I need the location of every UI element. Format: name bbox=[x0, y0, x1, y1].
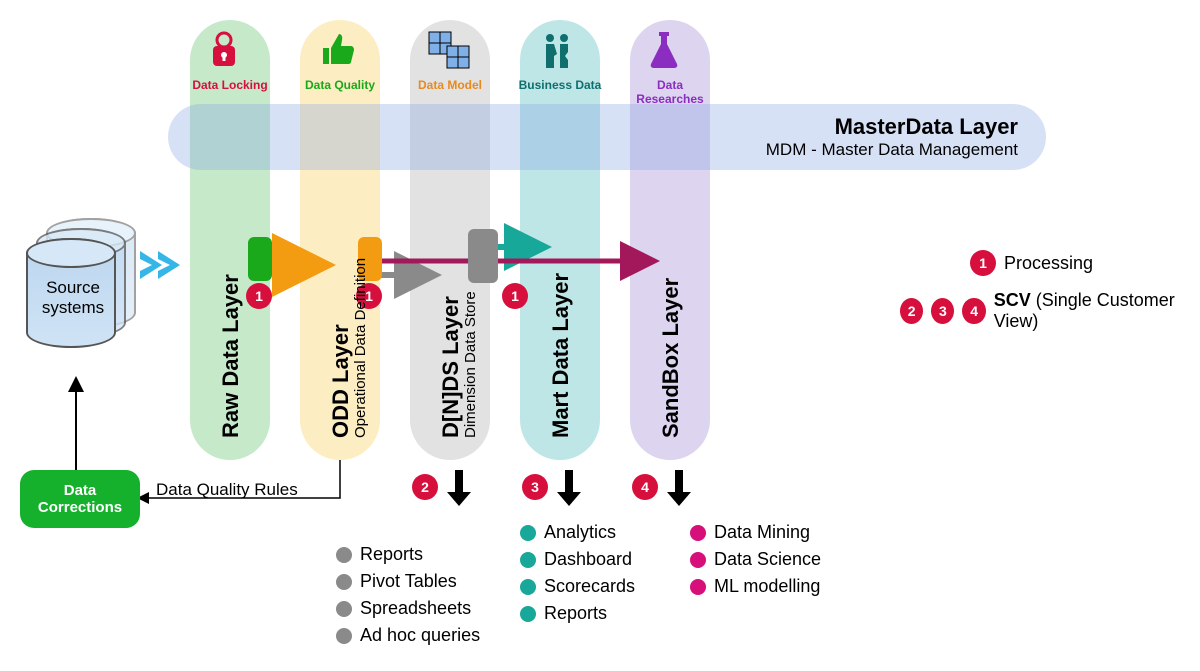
output-item: ML modelling bbox=[690, 576, 821, 597]
outputs-sand: Data Mining Data Science ML modelling bbox=[690, 522, 821, 603]
col-title-odd: ODD Layer bbox=[328, 324, 354, 438]
bullet-icon bbox=[690, 552, 706, 568]
icon-label-raw: Data Locking bbox=[185, 78, 275, 92]
down-arrow-dds bbox=[444, 468, 474, 508]
legend-badge: 4 bbox=[962, 298, 985, 324]
legend-row: 1 Processing bbox=[970, 250, 1200, 276]
output-item-label: Pivot Tables bbox=[360, 571, 457, 592]
people-icon bbox=[537, 30, 577, 75]
output-item-label: Data Mining bbox=[714, 522, 810, 543]
thumb-icon bbox=[317, 30, 357, 75]
master-subtitle: MDM - Master Data Management bbox=[766, 140, 1018, 160]
icon-label-dds: Data Model bbox=[405, 78, 495, 92]
dq-rules-label: Data Quality Rules bbox=[156, 480, 298, 500]
icon-label-odd: Data Quality bbox=[295, 78, 385, 92]
down-arrow-sand bbox=[664, 468, 694, 508]
legend-label: SCV (Single Customer View) bbox=[994, 290, 1200, 332]
badge-inline-1: 1 bbox=[246, 283, 272, 309]
output-item-label: Reports bbox=[360, 544, 423, 565]
bullet-icon bbox=[520, 606, 536, 622]
bullet-icon bbox=[690, 525, 706, 541]
col-title-raw: Raw Data Layer bbox=[218, 274, 244, 438]
output-item: Data Mining bbox=[690, 522, 821, 543]
flow-box-dds bbox=[468, 229, 498, 283]
col-title-mart: Mart Data Layer bbox=[548, 273, 574, 438]
output-item-label: Spreadsheets bbox=[360, 598, 471, 619]
data-corrections-box: Data Corrections bbox=[20, 470, 140, 528]
output-item: Spreadsheets bbox=[336, 598, 480, 619]
output-item: Data Science bbox=[690, 549, 821, 570]
legend: 1 Processing 234 SCV (Single Customer Vie… bbox=[900, 250, 1200, 346]
grid-icon bbox=[427, 30, 473, 75]
col-title-sand: SandBox Layer bbox=[658, 278, 684, 438]
diagram-stage: Source systems MasterData Layer MDM - Ma… bbox=[0, 0, 1200, 671]
bullet-icon bbox=[336, 547, 352, 563]
output-item-label: Reports bbox=[544, 603, 607, 624]
master-data-layer: MasterData Layer MDM - Master Data Manag… bbox=[168, 104, 1046, 170]
source-label: Source systems bbox=[30, 278, 116, 319]
badge-below-dds: 2 bbox=[412, 474, 438, 500]
icon-label-mart: Business Data bbox=[515, 78, 605, 92]
legend-badge: 2 bbox=[900, 298, 923, 324]
flow-box-raw bbox=[248, 237, 272, 281]
bullet-icon bbox=[336, 601, 352, 617]
outputs-mart: Analytics Dashboard Scorecards Reports bbox=[520, 522, 635, 630]
output-item: Reports bbox=[336, 544, 480, 565]
output-item: Scorecards bbox=[520, 576, 635, 597]
badge-inline-3: 1 bbox=[502, 283, 528, 309]
badge-below-mart: 3 bbox=[522, 474, 548, 500]
down-arrow-mart bbox=[554, 468, 584, 508]
bullet-icon bbox=[336, 574, 352, 590]
legend-badge: 1 bbox=[970, 250, 996, 276]
legend-badge: 3 bbox=[931, 298, 954, 324]
legend-label: Processing bbox=[1004, 253, 1093, 274]
output-item: Reports bbox=[520, 603, 635, 624]
output-item-label: Ad hoc queries bbox=[360, 625, 480, 646]
col-title-dds: D[N]DS Layer bbox=[438, 296, 464, 438]
output-item-label: Analytics bbox=[544, 522, 616, 543]
master-title: MasterData Layer bbox=[835, 114, 1018, 140]
icon-label-sand: Data Researches bbox=[625, 78, 715, 106]
legend-row: 234 SCV (Single Customer View) bbox=[900, 290, 1200, 332]
bullet-icon bbox=[336, 628, 352, 644]
output-item: Analytics bbox=[520, 522, 635, 543]
output-item: Pivot Tables bbox=[336, 571, 480, 592]
lock-icon bbox=[207, 30, 241, 75]
outputs-dds: Reports Pivot Tables Spreadsheets Ad hoc qu… bbox=[336, 544, 480, 652]
col-subtitle-dds: Dimension Data Store bbox=[462, 291, 479, 438]
output-item-label: ML modelling bbox=[714, 576, 820, 597]
flask-icon bbox=[647, 30, 681, 75]
bullet-icon bbox=[690, 579, 706, 595]
output-item-label: Data Science bbox=[714, 549, 821, 570]
output-item: Ad hoc queries bbox=[336, 625, 480, 646]
badge-below-sand: 4 bbox=[632, 474, 658, 500]
col-subtitle-odd: Operational Data Definition bbox=[352, 258, 369, 438]
output-item-label: Dashboard bbox=[544, 549, 632, 570]
bullet-icon bbox=[520, 579, 536, 595]
output-item-label: Scorecards bbox=[544, 576, 635, 597]
output-item: Dashboard bbox=[520, 549, 635, 570]
bullet-icon bbox=[520, 552, 536, 568]
bullet-icon bbox=[520, 525, 536, 541]
